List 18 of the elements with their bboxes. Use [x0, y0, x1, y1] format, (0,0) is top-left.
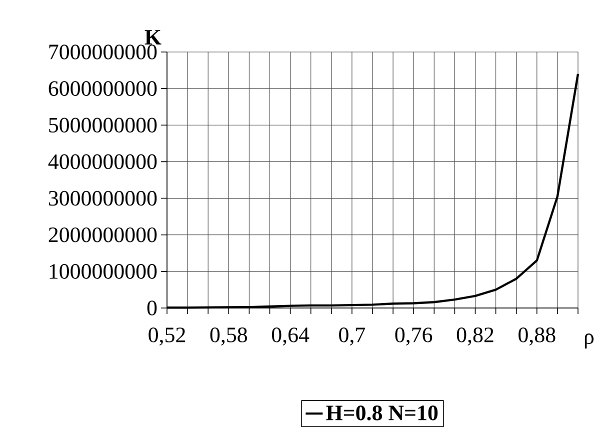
x-tick-label: 0,76 [395, 328, 432, 346]
y-tick-label: 3000000000 [48, 190, 157, 206]
y-tick-label: 5000000000 [49, 118, 157, 133]
x-tick-label: 0,58 [210, 328, 247, 346]
x-tick-label: 0,7 [339, 328, 366, 346]
x-axis-title: ρ [584, 334, 594, 348]
x-tick-label: 0,88 [518, 328, 556, 346]
legend-label: H=0.8 N=10 [326, 406, 438, 420]
y-axis-title: K [144, 30, 162, 44]
y-tick-label: 0 [147, 300, 157, 316]
y-tick-label: 6000000000 [48, 81, 157, 96]
y-tick-label: 2000000000 [48, 227, 157, 242]
x-tick-label: 0,82 [456, 328, 494, 346]
y-tick-label: 7000000000 [49, 44, 157, 60]
x-tick-label: 0,64 [272, 328, 310, 346]
x-tick-label: 0,52 [148, 328, 185, 346]
y-tick-label: 1000000000 [50, 264, 157, 279]
y-tick-label: 4000000000 [48, 154, 157, 170]
